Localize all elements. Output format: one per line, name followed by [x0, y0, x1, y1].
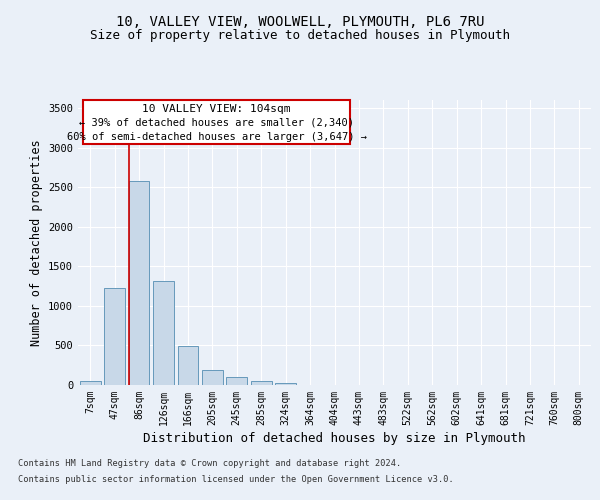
Text: 60% of semi-detached houses are larger (3,647) →: 60% of semi-detached houses are larger (…: [67, 132, 367, 142]
Text: ← 39% of detached houses are smaller (2,340): ← 39% of detached houses are smaller (2,…: [79, 118, 354, 128]
Y-axis label: Number of detached properties: Number of detached properties: [29, 139, 43, 346]
Text: Contains public sector information licensed under the Open Government Licence v3: Contains public sector information licen…: [18, 474, 454, 484]
Bar: [104, 288, 125, 385]
Text: Size of property relative to detached houses in Plymouth: Size of property relative to detached ho…: [90, 30, 510, 43]
Bar: [251, 380, 272, 385]
Text: Contains HM Land Registry data © Crown copyright and database right 2024.: Contains HM Land Registry data © Crown c…: [18, 460, 401, 468]
Text: 10, VALLEY VIEW, WOOLWELL, PLYMOUTH, PL6 7RU: 10, VALLEY VIEW, WOOLWELL, PLYMOUTH, PL6…: [116, 16, 484, 30]
Bar: [226, 377, 247, 385]
Bar: [153, 280, 174, 385]
Bar: [128, 181, 149, 385]
Bar: [202, 370, 223, 385]
Bar: [275, 382, 296, 385]
FancyBboxPatch shape: [83, 100, 350, 144]
Text: 10 VALLEY VIEW: 104sqm: 10 VALLEY VIEW: 104sqm: [142, 104, 291, 114]
Bar: [80, 381, 101, 385]
X-axis label: Distribution of detached houses by size in Plymouth: Distribution of detached houses by size …: [143, 432, 526, 445]
Bar: [178, 346, 199, 385]
